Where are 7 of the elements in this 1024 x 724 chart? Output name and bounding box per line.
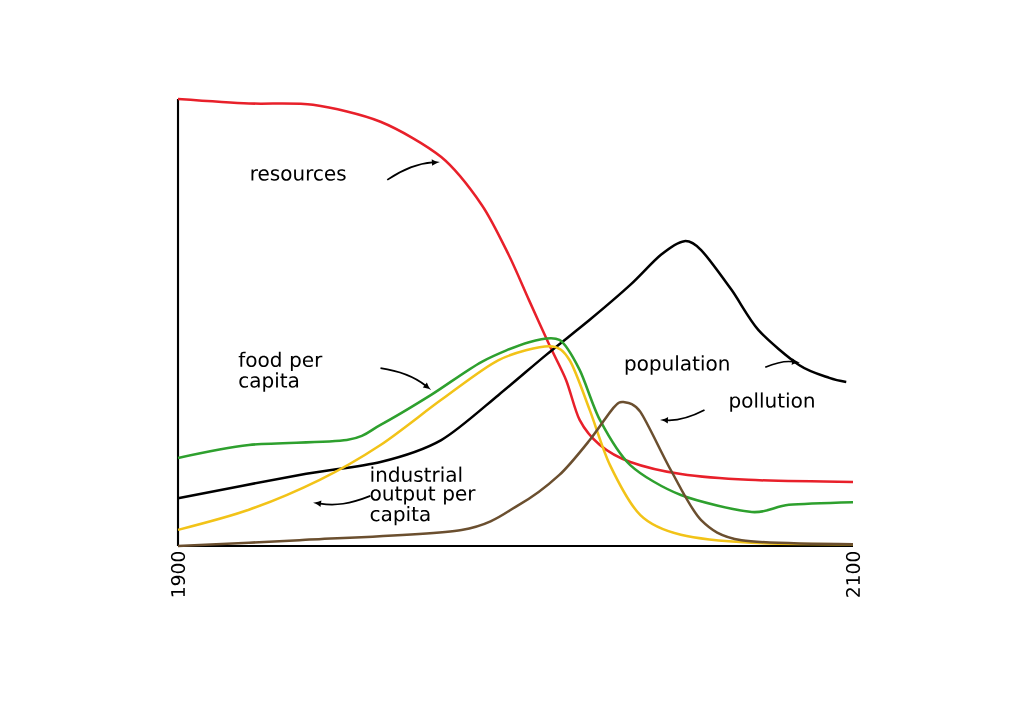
- annotation: resources: [251, 169, 346, 181]
- annotation: industrial output per capita: [370, 466, 476, 526]
- annotation: population: [625, 355, 729, 375]
- x-tick-label: 1900: [170, 551, 186, 597]
- x-tick-label: 2100: [845, 551, 861, 597]
- annotation: pollution: [730, 392, 814, 412]
- annotation: food per capita: [238, 351, 323, 392]
